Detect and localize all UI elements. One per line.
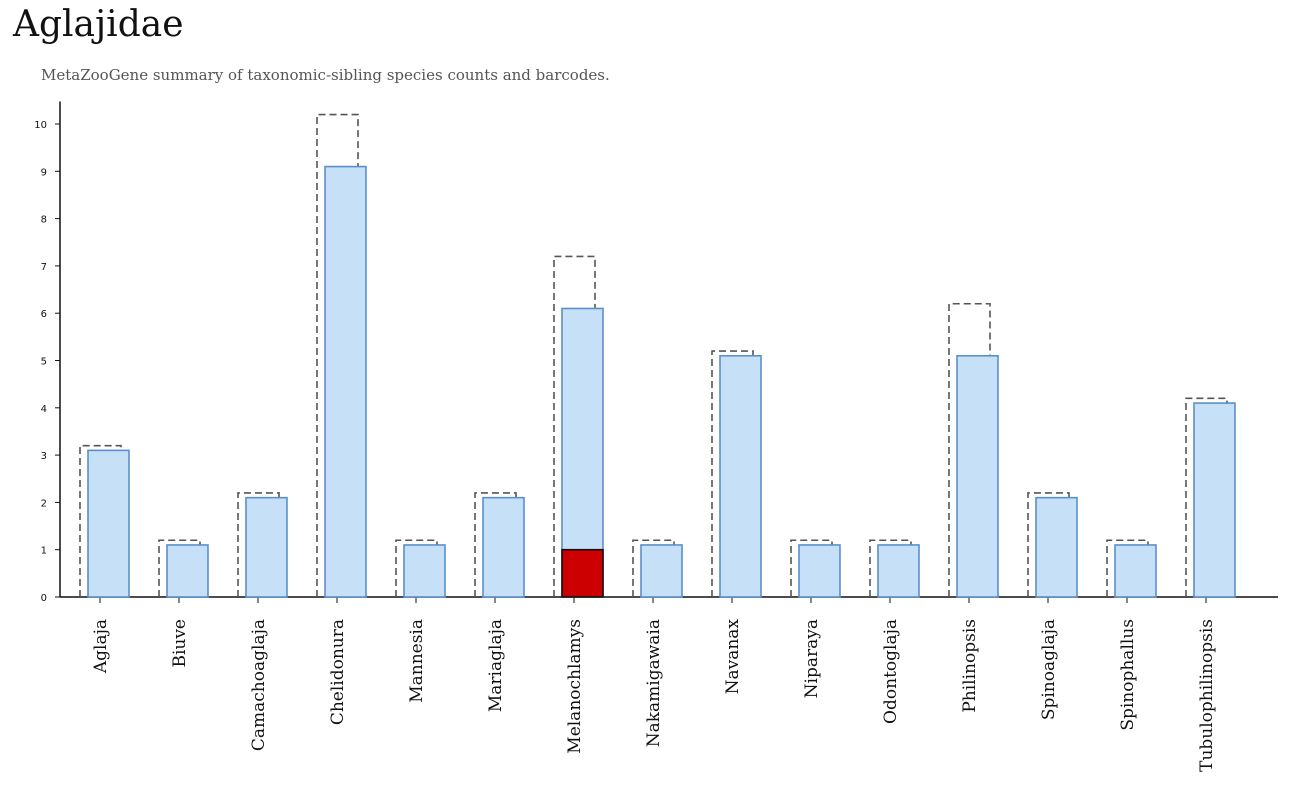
x-tick-label: Aglaja <box>91 619 111 674</box>
y-axis: 0 1 2 3 4 5 6 7 8 9 10 <box>34 101 61 604</box>
filled-bar <box>245 496 288 598</box>
filled-bar <box>956 354 999 598</box>
x-tick-label: Navanax <box>723 619 743 695</box>
filled-bar <box>482 496 525 598</box>
outline-bar <box>948 302 991 597</box>
x-tick-label: Chelidonura <box>328 619 348 725</box>
y-tick-label: 1 <box>41 546 47 557</box>
filled-bar <box>1114 544 1157 598</box>
outline-bar <box>1185 397 1228 597</box>
x-tick-label: Tubulophilinopsis <box>1197 619 1217 772</box>
x-tick-label: Biuve <box>170 619 190 668</box>
outline-bar <box>474 492 517 597</box>
filled-bar <box>87 449 130 598</box>
filled-bar <box>1193 402 1236 598</box>
filled-bar <box>798 544 841 598</box>
y-tick-label: 9 <box>41 167 47 178</box>
filled-bar <box>403 544 446 598</box>
y-tick-label: 2 <box>41 498 47 509</box>
x-tick-label: Camachoaglaja <box>249 619 269 751</box>
filled-bar <box>1035 496 1078 598</box>
y-tick-label: 8 <box>41 215 47 226</box>
page-title: Aglajidae <box>13 4 184 45</box>
filled-bar <box>166 544 209 598</box>
outline-bar <box>237 492 280 597</box>
y-tick-label: 10 <box>34 120 47 131</box>
filled-bar <box>324 165 367 598</box>
x-tick-label: Odontoglaja <box>881 619 901 724</box>
y-tick-label: 7 <box>41 262 47 273</box>
x-tick-label: Philinopsis <box>960 619 980 713</box>
y-tick-label: 5 <box>41 357 47 368</box>
filled-bar <box>719 354 762 598</box>
outline-bar <box>1027 492 1070 597</box>
bars <box>79 113 1236 598</box>
y-tick-label: 3 <box>41 451 47 462</box>
filled-bar <box>877 544 920 598</box>
x-tick-label: Mariaglaja <box>486 619 506 712</box>
y-tick-label: 4 <box>41 404 47 415</box>
x-tick-label: Spinoaglaja <box>1039 619 1059 720</box>
x-tick-label: Spinophallus <box>1118 619 1138 731</box>
x-tick-label: Niparaya <box>802 619 822 698</box>
x-axis <box>60 596 1278 603</box>
category-labels: Aglaja Biuve Camachoaglaja Chelidonura Manne… <box>91 619 1217 772</box>
y-tick-label: 6 <box>41 309 47 320</box>
highlight-bar <box>561 548 604 598</box>
page-subtitle: MetaZooGene summary of taxonomic-sibling… <box>41 66 610 84</box>
y-tick-label: 0 <box>41 593 47 604</box>
x-tick-label: Mannesia <box>407 619 427 703</box>
x-tick-label: Melanochlamys <box>565 619 585 754</box>
x-tick-label: Nakamigawaia <box>644 619 664 747</box>
filled-bar <box>640 544 683 598</box>
